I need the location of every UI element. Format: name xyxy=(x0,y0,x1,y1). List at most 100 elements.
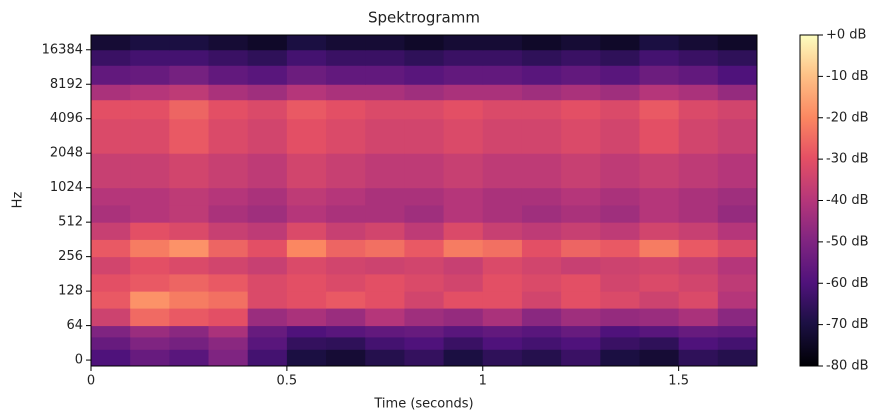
heatmap-cell xyxy=(717,273,758,292)
heatmap-cell xyxy=(678,204,719,223)
heatmap-cell xyxy=(521,291,562,309)
colorbar-tick-label: -80 dB xyxy=(826,359,869,374)
heatmap-cell xyxy=(130,35,170,51)
heatmap-cell xyxy=(326,291,366,309)
heatmap-cell xyxy=(286,222,327,240)
heatmap-cell xyxy=(130,153,170,189)
heatmap-cell xyxy=(678,273,719,292)
heatmap-cell xyxy=(521,239,562,258)
heatmap-cell xyxy=(247,239,288,258)
heatmap-cell xyxy=(600,204,640,223)
heatmap-cell xyxy=(678,187,719,206)
heatmap-cell xyxy=(404,49,445,66)
heatmap-cell xyxy=(326,336,366,350)
heatmap-cell xyxy=(561,349,601,367)
heatmap-cell xyxy=(482,84,523,101)
heatmap-cell xyxy=(91,118,131,154)
heatmap-cell xyxy=(286,325,327,338)
heatmap-cell xyxy=(365,99,405,120)
heatmap-cell xyxy=(443,204,484,223)
heatmap-cell xyxy=(717,349,758,367)
heatmap-cell xyxy=(521,273,562,292)
heatmap-cell xyxy=(482,187,523,206)
heatmap-cell xyxy=(326,49,366,66)
heatmap-cell xyxy=(482,291,523,309)
heatmap-cell xyxy=(247,325,288,338)
heatmap-cell xyxy=(404,336,445,350)
heatmap-cell xyxy=(600,273,640,292)
heatmap-cell xyxy=(247,336,288,350)
heatmap-cell xyxy=(169,291,210,309)
heatmap-cell xyxy=(326,239,366,258)
heatmap-cell xyxy=(561,49,601,66)
heatmap-cell xyxy=(286,49,327,66)
heatmap-cell xyxy=(326,325,366,338)
heatmap-cell xyxy=(169,336,210,350)
heatmap-cell xyxy=(561,273,601,292)
heatmap-cell xyxy=(443,273,484,292)
heatmap-cell xyxy=(600,256,640,275)
heatmap-cell xyxy=(678,49,719,66)
heatmap-cell xyxy=(639,49,680,66)
heatmap-cell xyxy=(521,256,562,275)
heatmap-cell xyxy=(600,336,640,350)
heatmap-cell xyxy=(286,204,327,223)
heatmap-cell xyxy=(169,222,210,240)
heatmap-cell xyxy=(404,273,445,292)
heatmap-cell xyxy=(717,308,758,327)
heatmap-cell xyxy=(404,65,445,85)
heatmap-cell xyxy=(130,239,170,258)
heatmap-cell xyxy=(365,187,405,206)
heatmap-cell xyxy=(600,153,640,189)
heatmap-cell xyxy=(482,239,523,258)
heatmap-cell xyxy=(678,291,719,309)
heatmap-cell xyxy=(521,336,562,350)
heatmap-cell xyxy=(482,153,523,189)
heatmap-cell xyxy=(91,349,131,367)
heatmap-cell xyxy=(247,308,288,327)
heatmap-cell xyxy=(678,256,719,275)
heatmap-cell xyxy=(208,65,249,85)
heatmap-cell xyxy=(561,222,601,240)
x-tick-label: 0 xyxy=(87,374,95,389)
heatmap-cell xyxy=(130,349,170,367)
heatmap-cell xyxy=(247,204,288,223)
heatmap-cell xyxy=(286,65,327,85)
heatmap-cell xyxy=(482,273,523,292)
heatmap-cell xyxy=(561,308,601,327)
y-tick-label: 8192 xyxy=(50,77,83,92)
heatmap-cell xyxy=(326,222,366,240)
heatmap-cell xyxy=(639,65,680,85)
heatmap-cell xyxy=(247,65,288,85)
heatmap-cell xyxy=(521,153,562,189)
heatmap-cell xyxy=(130,99,170,120)
heatmap-cell xyxy=(208,99,249,120)
heatmap-cell xyxy=(443,35,484,51)
heatmap-cell xyxy=(130,256,170,275)
y-tick-label: 1024 xyxy=(50,180,83,195)
heatmap-cell xyxy=(286,187,327,206)
heatmap-cell xyxy=(286,256,327,275)
heatmap-cell xyxy=(286,153,327,189)
x-tick-label: 0.5 xyxy=(277,374,298,389)
heatmap-cell xyxy=(208,84,249,101)
heatmap-cell xyxy=(286,84,327,101)
heatmap-cell xyxy=(717,153,758,189)
heatmap-cell xyxy=(130,49,170,66)
heatmap-cell xyxy=(286,308,327,327)
heatmap-cell xyxy=(91,308,131,327)
colorbar-tick-label: -30 dB xyxy=(826,152,869,167)
heatmap-cell xyxy=(130,291,170,309)
heatmap-cell xyxy=(600,118,640,154)
heatmap-cell xyxy=(600,49,640,66)
y-tick-label: 512 xyxy=(58,215,83,230)
heatmap-cell xyxy=(326,349,366,367)
heatmap-cell xyxy=(326,65,366,85)
x-tick-label: 1 xyxy=(479,374,487,389)
heatmap-cell xyxy=(404,35,445,51)
heatmap-cell xyxy=(286,336,327,350)
heatmap-cell xyxy=(286,99,327,120)
heatmap-cell xyxy=(639,153,680,189)
heatmap-cell xyxy=(130,65,170,85)
heatmap-cell xyxy=(169,153,210,189)
